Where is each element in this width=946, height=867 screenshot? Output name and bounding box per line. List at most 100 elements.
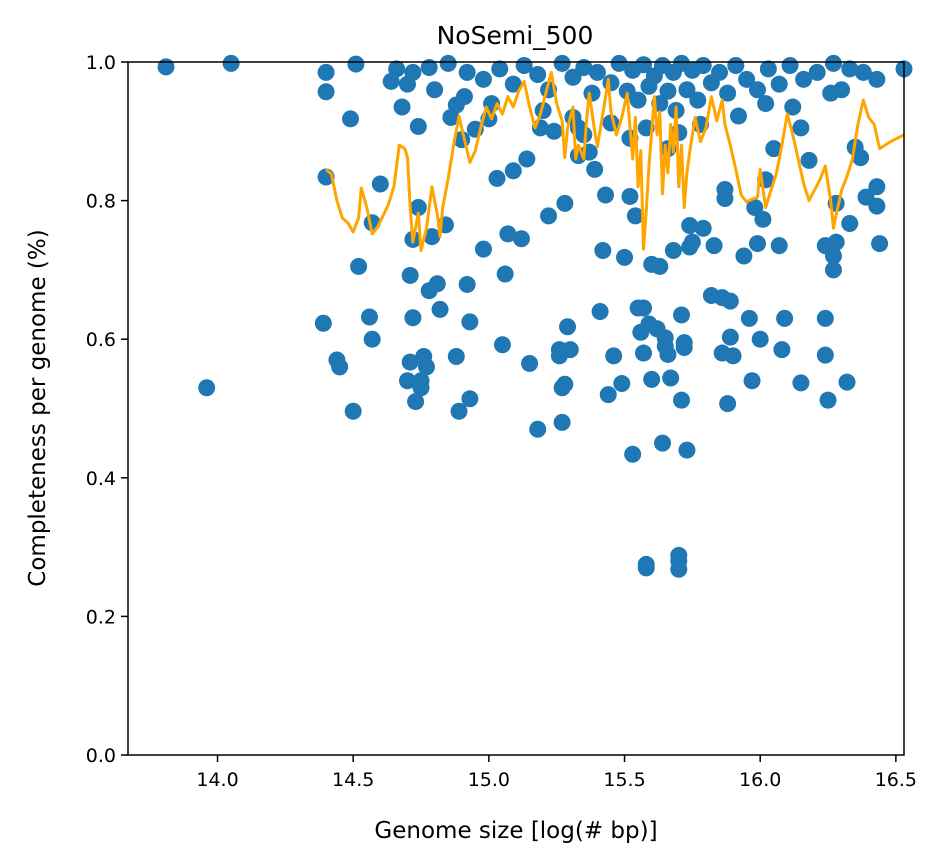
scatter-point [610,54,628,72]
scatter-point [599,386,617,404]
scatter-point [401,353,419,371]
y-axis-label: Completeness per genome (%) [25,229,51,586]
scatter-point [868,197,886,215]
scatter-point [824,247,842,265]
scatter-point [540,207,558,225]
scatter-point [616,248,634,266]
scatter-point [727,56,745,74]
y-tick-label: 0.8 [86,191,116,213]
scatter-point [621,187,639,205]
scatter-point [659,345,677,363]
scatter-point [868,70,886,88]
scatter-point [673,391,691,409]
scatter-point [765,140,783,158]
scatter-point [738,70,756,88]
scatter-point [314,314,332,332]
scatter-point [426,81,444,99]
scatter-point [822,84,840,102]
scatter-point [694,219,712,237]
scatter-point [431,300,449,318]
scatter-point [504,162,522,180]
scatter-point [824,261,842,279]
scatter-point [795,70,813,88]
scatter-point [643,370,661,388]
scatter-point [670,560,688,578]
scatter-point [675,339,693,357]
scatter-point [735,247,753,265]
scatter-point [461,390,479,408]
scatter-point [474,240,492,258]
scatter-point [222,54,240,72]
x-axis: 14.0 14.5 15.0 15.5 16.0 16.5 [196,755,917,791]
scatter-point [371,175,389,193]
scatter-point [662,369,680,387]
scatter-point [757,95,775,113]
scatter-point [529,420,547,438]
scatter-point [564,68,582,86]
y-tick-label: 0.4 [86,468,116,490]
scatter-point [816,309,834,327]
scatter-point [605,347,623,365]
scatter-point [450,402,468,420]
scatter-point [512,230,530,248]
scatter-point [721,292,739,310]
scatter-point [629,91,647,109]
chart-title: NoSemi_500 [437,21,594,50]
scatter-point [393,98,411,116]
scatter-point [678,441,696,459]
scatter-point [521,354,539,372]
scatter-point [776,309,794,327]
scatter-point [360,308,378,326]
scatter-point [635,344,653,362]
scatter-point [504,75,522,93]
scatter-point [868,178,886,196]
scatter-point [759,60,777,78]
trend-line-layer [325,70,904,252]
scatter-point [341,110,359,128]
scatter-point [388,60,406,78]
scatter-point [447,348,465,366]
scatter-point [689,91,707,109]
scatter-point [493,336,511,354]
scatter-point [827,233,845,251]
scatter-point [423,228,441,246]
y-tick-label: 0.0 [86,745,116,767]
scatter-point [613,375,631,393]
scatter-point [529,65,547,83]
scatter-point [474,70,492,88]
scatter-point [770,75,788,93]
y-tick-label: 1.0 [86,52,116,74]
scatter-point [754,210,772,228]
scatter-point [575,59,593,77]
scatter-point [664,241,682,259]
scatter-point [583,84,601,102]
scatter-point [407,393,425,411]
x-tick-label: 14.0 [196,769,238,791]
scatter-point [710,63,728,81]
scatter-point [597,186,615,204]
scatter-point [401,266,419,284]
scatter-point [624,445,642,463]
scatter-point [556,194,574,212]
scatter-point [654,434,672,452]
scatter-point [748,235,766,253]
scatter-point [559,318,577,336]
plot-frame [127,61,905,756]
scatter-point [719,395,737,413]
x-tick-label: 14.5 [332,769,374,791]
scatter-point [491,60,509,78]
scatter-point [852,149,870,167]
scatter-point [347,55,365,73]
scatter-point [556,375,574,393]
scatter-point [331,358,349,376]
scatter-point [198,379,216,397]
scatter-point [854,63,872,81]
scatter-point [553,413,571,431]
scatter-point [412,379,430,397]
scatter-point [447,96,465,114]
scatter-point [545,122,563,140]
scatter-point [784,98,802,116]
scatter-point [719,84,737,102]
